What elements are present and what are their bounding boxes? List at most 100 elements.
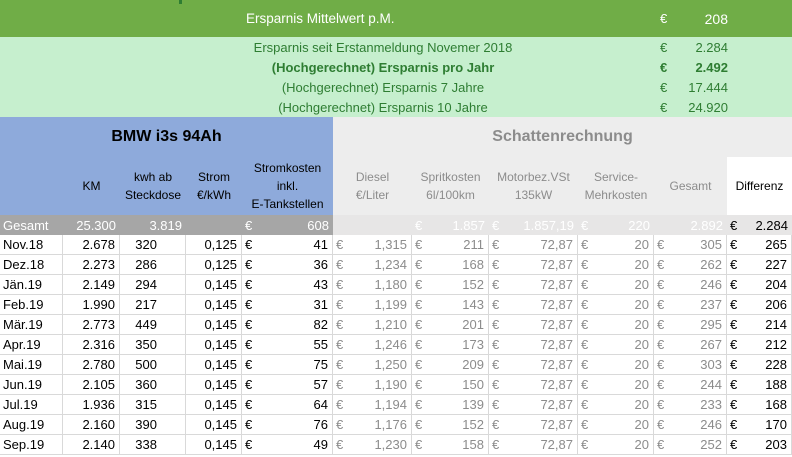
cell-diff: €206 xyxy=(727,295,792,315)
cell-diesel: €1,180 xyxy=(333,275,412,295)
cell-gesamt: €252 xyxy=(654,435,727,455)
summary-label: (Hochgerechnet) Ersparnis 10 Jahre xyxy=(278,99,488,115)
currency-sign: € xyxy=(245,257,253,272)
table-row[interactable]: Mai.19 2.780 500 0,145 €75 €1,250 €209 €72,87 €2… xyxy=(0,355,792,375)
summary-line[interactable]: (Hochgerechnet) Ersparnis 7 Jahre €17.444 xyxy=(0,77,792,97)
cell-vst-value: 72,87 xyxy=(540,437,573,452)
cell-cost: €55 xyxy=(242,335,333,355)
cell-kwh-value: 315 xyxy=(135,397,157,412)
cell-vst: €72,87 xyxy=(489,335,578,355)
cell-cost-value: 41 xyxy=(313,237,328,252)
cell-strom-value: 0,125 xyxy=(204,257,237,272)
currency-sign: € xyxy=(657,277,665,292)
cell-cost-value: 36 xyxy=(313,257,328,272)
cell-gesamt: €246 xyxy=(654,275,727,295)
cell-sprit: €150 xyxy=(412,375,489,395)
currency-sign: € xyxy=(730,397,738,412)
summary-currency: € xyxy=(660,99,668,115)
cell-kwh-value: 320 xyxy=(135,237,157,252)
cell-kwh-value: 217 xyxy=(135,297,157,312)
col-header-diesel: Diesel €/Liter xyxy=(355,170,390,202)
cell-gesamt-value: 244 xyxy=(700,377,722,392)
cell-diff-value: 206 xyxy=(765,297,787,312)
cell-service: €20 xyxy=(578,255,654,275)
cell-month: Jän.19 xyxy=(0,275,63,295)
currency-sign: € xyxy=(492,417,500,432)
summary-line[interactable]: (Hochgerechnet) Ersparnis 10 Jahre €24.92… xyxy=(0,97,792,117)
cell-vst-value: 72,87 xyxy=(540,357,573,372)
summary-top-row[interactable]: Ersparnis Mittelwert p.M. € 208 xyxy=(0,0,792,37)
summary-line[interactable]: Ersparnis seit Erstanmeldung Novemer 201… xyxy=(0,37,792,57)
summary-value: 24.920 xyxy=(688,99,728,115)
cell-diff-value: 265 xyxy=(765,237,787,252)
cell-km: 2.273 xyxy=(63,255,120,275)
currency-sign: € xyxy=(581,357,589,372)
currency-sign: € xyxy=(415,297,423,312)
currency-sign: € xyxy=(245,317,253,332)
cell-kwh: 360 xyxy=(120,375,186,395)
cell-month-value: Nov.18 xyxy=(3,237,44,252)
col-header-vst: Motorbez.VSt 135kW xyxy=(497,170,570,202)
table-row[interactable]: Sep.19 2.140 338 0,145 €49 €1,230 €158 €72,87 €2… xyxy=(0,435,792,455)
currency-sign: € xyxy=(581,437,589,452)
cell-strom: 0,145 xyxy=(186,355,242,375)
cell-gesamt: €262 xyxy=(654,255,727,275)
table-row[interactable]: Jul.19 1.936 315 0,145 €64 €1,194 €139 €72,87 €2… xyxy=(0,395,792,415)
totals-km: 25.300 xyxy=(63,215,120,235)
cell-diff-value: 203 xyxy=(765,437,787,452)
cell-cost: €82 xyxy=(242,315,333,335)
cell-diesel-value: 1,246 xyxy=(374,337,407,352)
table-row[interactable]: Mär.19 2.773 449 0,145 €82 €1,210 €201 €72,87 €2… xyxy=(0,315,792,335)
currency-sign: € xyxy=(657,397,665,412)
cell-month-value: Aug.19 xyxy=(3,417,45,432)
table-row[interactable]: Nov.18 2.678 320 0,125 €41 €1,315 €211 €72,87 €2… xyxy=(0,235,792,255)
table-row[interactable]: Dez.18 2.273 286 0,125 €36 €1,234 €168 €72,87 €2… xyxy=(0,255,792,275)
cell-strom: 0,145 xyxy=(186,415,242,435)
cell-sprit: €173 xyxy=(412,335,489,355)
summary-line[interactable]: (Hochgerechnet) Ersparnis pro Jahr €2.492 xyxy=(0,57,792,77)
cell-service: €20 xyxy=(578,435,654,455)
cell-vst: €72,87 xyxy=(489,295,578,315)
table-row[interactable]: Aug.19 2.160 390 0,145 €76 €1,176 €152 €72,87 €2… xyxy=(0,415,792,435)
currency-sign: € xyxy=(657,237,665,252)
cell-service: €20 xyxy=(578,355,654,375)
totals-km-value: 25.300 xyxy=(76,217,116,233)
currency-sign: € xyxy=(581,237,589,252)
cell-month-value: Jun.19 xyxy=(3,377,43,392)
cell-month-value: Mai.19 xyxy=(3,357,43,372)
totals-row[interactable]: Gesamt 25.300 3.819 €608 €1.857 €1.857,19 €220… xyxy=(0,215,792,235)
cell-month-value: Mär.19 xyxy=(3,317,43,332)
cell-month: Nov.18 xyxy=(0,235,63,255)
currency-sign: € xyxy=(492,437,500,452)
currency-sign: € xyxy=(581,397,589,412)
table-row[interactable]: Jän.19 2.149 294 0,145 €43 €1,180 €152 €72,87 €2… xyxy=(0,275,792,295)
table-row[interactable]: Apr.19 2.316 350 0,145 €55 €1,246 €173 €72,87 €2… xyxy=(0,335,792,355)
cell-diff: €188 xyxy=(727,375,792,395)
totals-gesamt: 2.892 xyxy=(654,215,727,235)
currency-sign: € xyxy=(492,397,500,412)
cell-sprit-value: 211 xyxy=(463,237,484,252)
cell-vst-value: 72,87 xyxy=(540,277,573,292)
totals-gesamt-value: 2.892 xyxy=(690,217,723,233)
cell-sprit: €158 xyxy=(412,435,489,455)
cell-diff: €265 xyxy=(727,235,792,255)
cell-vst: €72,87 xyxy=(489,415,578,435)
cell-diff-value: 168 xyxy=(765,397,787,412)
cell-service-value: 20 xyxy=(634,377,649,392)
currency-sign: € xyxy=(415,237,423,252)
cell-strom-value: 0,145 xyxy=(204,337,237,352)
table-row[interactable]: Jun.19 2.105 360 0,145 €57 €1,190 €150 €72,87 €2… xyxy=(0,375,792,395)
cell-sprit-value: 173 xyxy=(462,337,484,352)
cell-sprit: €152 xyxy=(412,415,489,435)
currency-sign: € xyxy=(492,357,500,372)
cell-marker xyxy=(179,0,182,4)
left-block-title: BMW i3s 94Ah xyxy=(111,128,222,145)
cell-diff: €168 xyxy=(727,395,792,415)
cell-vst: €72,87 xyxy=(489,255,578,275)
cell-sprit: €168 xyxy=(412,255,489,275)
currency-sign: € xyxy=(581,257,589,272)
table-row[interactable]: Feb.19 1.990 217 0,145 €31 €1,199 €143 €72,87 €2… xyxy=(0,295,792,315)
currency-sign: € xyxy=(415,337,423,352)
cell-gesamt: €233 xyxy=(654,395,727,415)
cell-diesel: €1,246 xyxy=(333,335,412,355)
